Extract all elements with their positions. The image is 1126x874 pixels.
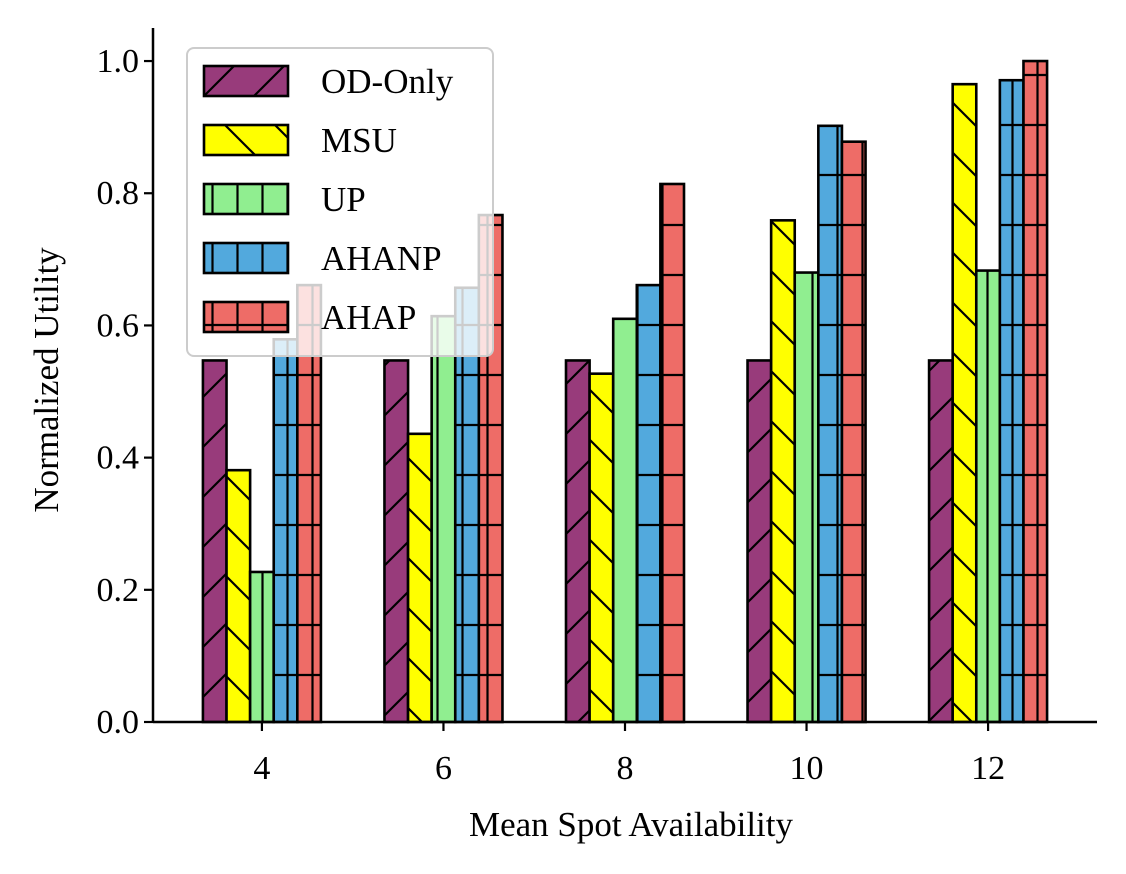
y-tick-label: 0.0 [97,704,140,741]
legend: OD-Only MSU UP AHANP AHAP [186,47,494,357]
bar-ahanp-4 [272,338,299,724]
legend-item-ahanp: AHANP [202,239,442,278]
x-tick-label: 4 [253,750,270,787]
bar-od-only-6 [383,359,410,724]
bar-up-12 [974,269,1002,724]
x-tick-label: 12 [971,750,1005,787]
legend-item-od-only: OD-Only [202,62,454,101]
legend-item-msu: MSU [202,121,397,160]
bar-ahap-12 [1022,59,1049,724]
legend-item-up: UP [202,180,366,219]
y-tick-label: 0.8 [97,175,140,212]
bar-up-8 [611,317,639,724]
y-axis-title: Normalized Utility [27,247,66,513]
y-tick-label: 1.0 [97,43,140,80]
bar-od-only-8 [564,359,591,724]
legend-label: AHAP [321,298,416,337]
x-tick-label: 8 [617,750,634,787]
x-tick-label: 10 [790,750,824,787]
bar-ahap-10 [840,140,867,724]
y-tick-label: 0.6 [97,307,140,344]
bar-ahanp-6 [453,286,481,724]
bar-od-only-4 [201,359,228,724]
bar-ahanp-12 [998,78,1025,724]
legend-label: AHANP [321,239,442,278]
bar-msu-8 [588,372,615,724]
x-tick-label: 6 [435,750,452,787]
bar-ahanp-8 [635,283,662,724]
x-axis-title: Mean Spot Availability [469,805,794,844]
bar-ahap-8 [659,182,686,724]
x-ticks: 4 6 8 10 12 [253,722,1005,787]
bar-up-10 [793,271,820,724]
bar-up-4 [248,570,276,724]
bar-msu-4 [225,468,252,724]
legend-item-ahap: AHAP [202,298,416,337]
bar-od-only-12 [927,359,954,724]
legend-label: UP [321,180,366,219]
y-ticks: 0.0 0.2 0.4 0.6 0.8 1.0 [97,43,153,741]
legend-label: MSU [321,121,397,160]
legend-label: OD-Only [321,62,454,101]
y-tick-label: 0.4 [97,440,140,477]
bar-msu-10 [769,219,797,724]
bar-msu-12 [951,82,978,724]
bar-ahap-6 [477,213,504,724]
bar-msu-6 [406,432,433,724]
legend-items: OD-Only MSU UP AHANP AHAP [202,62,454,337]
y-tick-label: 0.2 [97,572,140,609]
bar-up-6 [430,314,457,724]
bar-ahanp-10 [817,124,844,724]
axes: 0.0 0.2 0.4 0.6 0.8 1.0 4 6 8 10 12 [97,28,1097,787]
bar-od-only-10 [746,359,773,724]
